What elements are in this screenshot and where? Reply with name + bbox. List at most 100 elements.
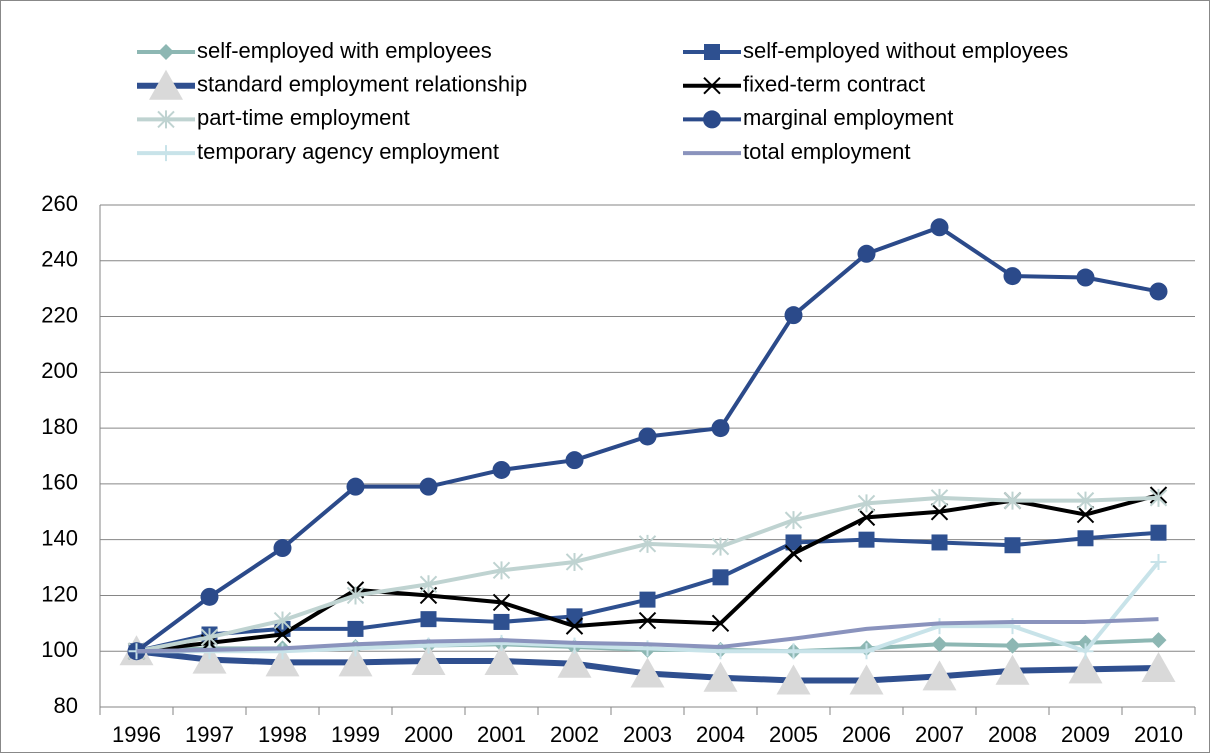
marker (484, 644, 519, 675)
legend-marker (703, 76, 721, 95)
marker (1004, 637, 1021, 654)
y-tick-label: 160 (41, 470, 78, 495)
marker (785, 643, 802, 660)
marker (1149, 282, 1168, 301)
marker (1077, 530, 1094, 547)
marker (857, 494, 876, 513)
legend-label: standard employment relationship (197, 72, 527, 97)
marker (995, 654, 1030, 685)
legend-marker (157, 110, 175, 129)
marker (638, 534, 657, 553)
marker (1076, 505, 1095, 524)
marker (492, 561, 511, 580)
y-tick-label: 140 (41, 525, 78, 550)
series (136, 617, 1159, 654)
series (127, 218, 1168, 661)
series (119, 635, 1176, 695)
marker (703, 661, 738, 692)
marker (1150, 632, 1167, 649)
marker (492, 460, 511, 479)
marker (1150, 524, 1167, 541)
marker (857, 508, 876, 527)
x-tick-label: 1997 (185, 722, 234, 747)
legend-marker (704, 44, 720, 60)
marker (274, 643, 291, 660)
legend-label: self-employed without employees (743, 38, 1068, 63)
marker (1076, 268, 1095, 287)
marker (1150, 553, 1167, 570)
marker (1141, 651, 1176, 682)
marker (346, 586, 365, 605)
legend-marker (158, 145, 174, 162)
x-tick-label: 2000 (404, 722, 453, 747)
legend-marker (158, 44, 174, 60)
marker (858, 531, 875, 548)
marker (273, 539, 292, 558)
marker (712, 569, 729, 586)
marker (784, 511, 803, 530)
marker (639, 591, 656, 608)
marker (420, 611, 437, 628)
marker (1003, 491, 1022, 510)
marker (346, 477, 365, 496)
marker (922, 660, 957, 691)
legend-marker (149, 69, 183, 100)
x-tick-label: 2005 (769, 722, 818, 747)
marker (930, 503, 949, 521)
legend-label: part-time employment (197, 105, 410, 130)
marker (711, 614, 730, 633)
marker (273, 611, 292, 630)
marker (273, 625, 292, 644)
marker (858, 643, 875, 660)
x-tick-label: 2007 (915, 722, 964, 747)
marker (776, 664, 811, 695)
marker (930, 488, 949, 507)
x-tick-label: 1998 (258, 722, 307, 747)
marker (857, 244, 876, 263)
legend-label: temporary agency employment (197, 139, 499, 164)
marker (411, 644, 446, 675)
marker (419, 575, 438, 594)
x-tick-label: 2001 (477, 722, 526, 747)
y-tick-label: 200 (41, 358, 78, 383)
marker (565, 617, 584, 635)
marker (1077, 643, 1094, 660)
y-tick-label: 80 (54, 693, 78, 718)
marker (565, 451, 584, 470)
marker (930, 218, 949, 237)
x-tick-label: 2010 (1134, 722, 1183, 747)
marker (630, 657, 665, 688)
marker (557, 647, 592, 678)
marker (566, 608, 583, 625)
marker (200, 587, 219, 606)
marker (931, 618, 948, 635)
x-tick-label: 2006 (842, 722, 891, 747)
marker (931, 636, 948, 653)
marker (565, 552, 584, 571)
marker (784, 544, 803, 563)
marker (784, 306, 803, 325)
y-tick-label: 180 (41, 414, 78, 439)
legend-label: marginal employment (743, 105, 953, 130)
y-tick-label: 260 (41, 191, 78, 216)
marker (265, 646, 300, 677)
marker (492, 593, 511, 612)
marker (1149, 488, 1168, 507)
y-tick-label: 100 (41, 637, 78, 662)
x-tick-label: 1999 (331, 722, 380, 747)
x-tick-label: 2002 (550, 722, 599, 747)
marker (711, 537, 730, 556)
marker (1003, 267, 1022, 286)
marker (638, 611, 657, 630)
x-tick-label: 2003 (623, 722, 672, 747)
series (128, 524, 1167, 660)
line (136, 617, 1159, 654)
marker (566, 637, 583, 654)
marker (849, 664, 884, 695)
marker (638, 427, 657, 446)
legend-marker (703, 110, 721, 129)
marker (711, 419, 730, 438)
marker (338, 646, 373, 677)
marker (1076, 491, 1095, 510)
y-tick-label: 220 (41, 302, 78, 327)
